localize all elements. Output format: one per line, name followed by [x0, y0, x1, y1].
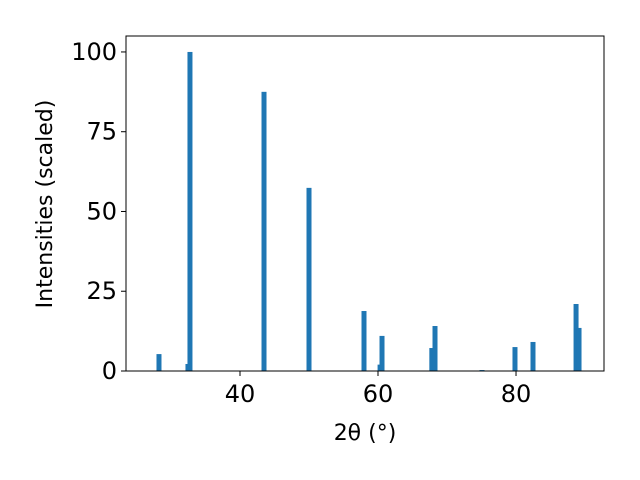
- bar: [261, 91, 267, 371]
- y-tick-label: 100: [71, 38, 117, 66]
- y-axis-label: Intensities (scaled): [33, 100, 58, 309]
- bar: [187, 51, 193, 371]
- bar: [576, 327, 582, 371]
- bar: [432, 326, 438, 371]
- y-tick-label: 25: [86, 277, 117, 305]
- x-tick-label: 80: [501, 380, 532, 408]
- bar: [379, 335, 385, 371]
- bar: [429, 348, 435, 371]
- bar: [156, 354, 162, 371]
- bar: [573, 304, 579, 371]
- bar: [530, 341, 536, 371]
- x-tick-label: 60: [363, 380, 394, 408]
- plot-frame: [125, 35, 605, 372]
- bar: [512, 347, 518, 371]
- bar: [361, 311, 367, 371]
- x-tick-label: 40: [225, 380, 256, 408]
- bar: [306, 187, 312, 371]
- x-axis-label: 2θ (°): [334, 421, 397, 446]
- y-tick-label: 0: [102, 357, 117, 385]
- y-tick-label: 50: [86, 197, 117, 225]
- y-tick-label: 75: [86, 118, 117, 146]
